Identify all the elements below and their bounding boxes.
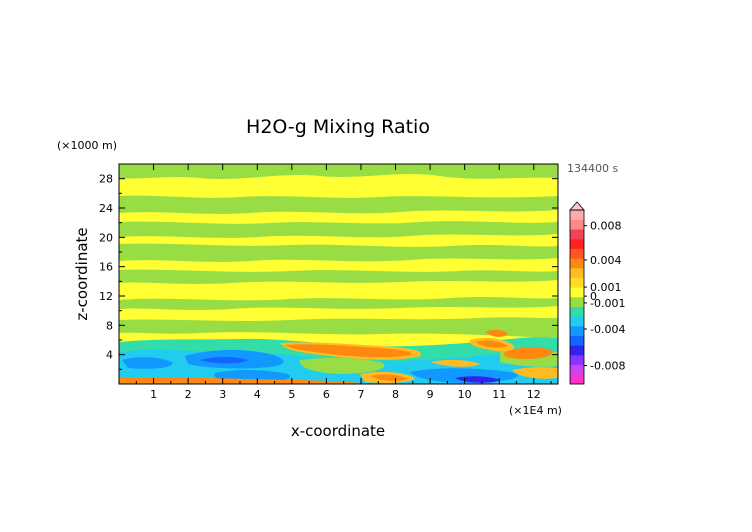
colorbar-swatch (570, 297, 584, 307)
x-tick-label: 8 (392, 388, 399, 401)
colorbar-swatch (570, 355, 584, 365)
x-tick-label: 3 (219, 388, 226, 401)
x-tick-label: 9 (427, 388, 434, 401)
x-tick-label: 7 (357, 388, 364, 401)
colorbar-swatch (570, 248, 584, 259)
colorbar (570, 210, 584, 385)
colorbar-swatch (570, 277, 584, 288)
x-tick-label: 1 (150, 388, 157, 401)
y-tick-label: 24 (99, 202, 113, 215)
y-unit-label: (×1000 m) (57, 139, 117, 152)
x-axis: 1 2 3 4 5 6 7 8 9 10 11 12 (135, 164, 552, 401)
y-axis: 4 8 12 16 20 24 28 (99, 173, 558, 370)
colorbar-swatch (570, 268, 584, 278)
chart-title: H2O-g Mixing Ratio (246, 116, 430, 138)
colorbar-tick-label: 0.001 (590, 281, 622, 294)
y-tick-label: 4 (106, 349, 113, 362)
x-tick-label: 6 (323, 388, 330, 401)
y-tick-label: 8 (106, 319, 113, 332)
colorbar-tick-label: -0.008 (590, 360, 625, 373)
time-label: 134400 s (567, 162, 618, 175)
colorbar-swatch (570, 345, 584, 356)
y-axis-label: z-coordinate (73, 227, 91, 320)
x-unit-label: (×1E4 m) (509, 404, 562, 417)
plot-frame (118, 163, 559, 385)
colorbar-swatch (570, 316, 584, 327)
colorbar-swatch (570, 364, 584, 375)
colorbar-triangle (569, 201, 585, 211)
y-tick-label: 12 (99, 290, 113, 303)
colorbar-swatch (570, 229, 584, 240)
colorbar-tick-label: -0.004 (590, 323, 625, 336)
x-tick-label: 12 (527, 388, 541, 401)
colorbar-tick-label: 0.004 (590, 254, 622, 267)
y-tick-label: 28 (99, 173, 113, 186)
x-tick-label: 2 (185, 388, 192, 401)
colorbar-tick-label: 0.008 (590, 220, 622, 233)
y-tick-label: 16 (99, 261, 113, 274)
colorbar-swatch (570, 210, 584, 220)
mixing-ratio-field (119, 164, 558, 384)
colorbar-swatch (570, 287, 584, 298)
colorbar-swatch (570, 335, 584, 346)
colorbar-swatch (570, 239, 584, 249)
colorbar-swatch (570, 258, 584, 269)
colorbar-swatch (570, 219, 584, 230)
y-tick-label: 20 (99, 231, 113, 244)
colorbar-frame (569, 209, 585, 385)
colorbar-tick-label: 0 (590, 290, 597, 303)
colorbar-swatch (570, 326, 584, 336)
x-tick-label: 5 (288, 388, 295, 401)
x-axis-label: x-coordinate (291, 422, 385, 440)
colorbar-swatch (570, 374, 584, 385)
colorbar-swatch (570, 306, 584, 317)
x-tick-label: 11 (492, 388, 506, 401)
colorbar-tick-label: -0.001 (590, 297, 625, 310)
x-tick-label: 10 (458, 388, 472, 401)
x-tick-label: 4 (254, 388, 261, 401)
